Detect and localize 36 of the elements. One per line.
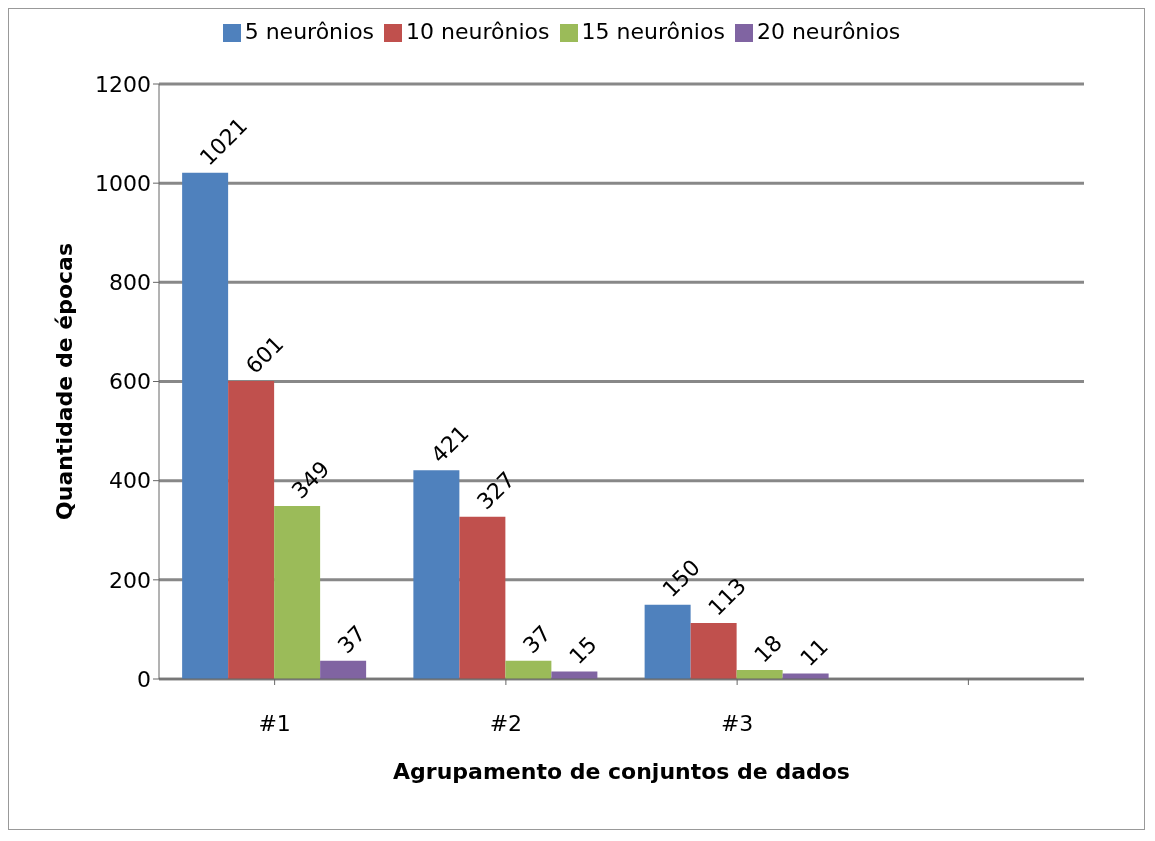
bar	[413, 470, 460, 679]
x-axis-title: Agrupamento de conjuntos de dados	[393, 759, 850, 784]
data-label: 601	[240, 331, 289, 379]
legend-label: 15 neurônios	[581, 19, 725, 44]
legend-label: 10 neurônios	[406, 19, 550, 44]
y-tick-label: 800	[109, 270, 151, 296]
y-tick-label: 400	[109, 468, 151, 494]
data-label: 113	[703, 573, 751, 621]
x-tick-label: #3	[720, 710, 754, 736]
x-tick-label: #2	[489, 710, 523, 736]
data-label: 18	[749, 630, 787, 668]
y-tick-label: 1000	[95, 170, 151, 196]
bar	[690, 622, 737, 679]
bar	[736, 670, 783, 679]
data-label: 150	[657, 554, 705, 603]
y-tick-label: 200	[109, 567, 151, 593]
bar	[505, 660, 552, 679]
y-tick-label: 600	[109, 369, 151, 395]
bar	[459, 516, 506, 679]
bar	[644, 604, 691, 679]
bar	[228, 381, 275, 679]
y-tick-label: 0	[137, 666, 151, 692]
bar	[320, 660, 367, 679]
bar	[274, 505, 321, 679]
bar	[182, 172, 229, 679]
y-tick-label: 1200	[95, 71, 151, 97]
data-label: 11	[795, 633, 833, 672]
data-label: 37	[332, 620, 371, 659]
data-label: 15	[564, 631, 602, 670]
y-axis-title: Quantidade de épocas	[51, 243, 77, 520]
data-label: 349	[286, 456, 335, 504]
legend-label: 20 neurônios	[756, 19, 901, 44]
data-label: 37	[518, 620, 556, 659]
legend-label: 5 neurônios	[244, 19, 375, 44]
data-label: 421	[426, 420, 474, 468]
x-tick-label: #1	[258, 710, 291, 736]
